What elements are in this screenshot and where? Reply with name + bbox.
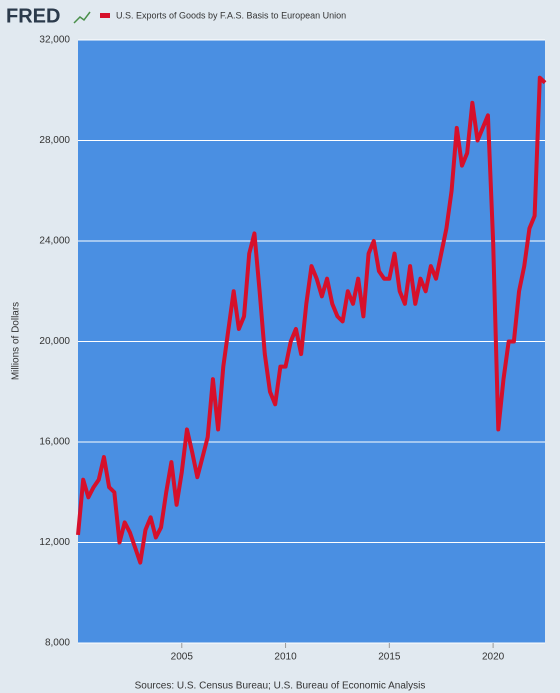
y-tick-label: 16,000 <box>39 437 70 448</box>
y-tick-label: 20,000 <box>39 336 70 347</box>
y-tick-label: 32,000 <box>39 35 70 46</box>
x-tick-label: 2015 <box>378 652 401 663</box>
logo-icon <box>73 11 91 24</box>
y-tick-label: 28,000 <box>39 135 70 146</box>
source-note: Sources: U.S. Census Bureau; U.S. Bureau… <box>135 681 426 692</box>
data-line <box>76 75 547 565</box>
y-axis-label: Millions of Dollars <box>11 302 22 380</box>
y-tick-label: 24,000 <box>39 236 70 247</box>
y-tick-label: 8,000 <box>45 638 70 649</box>
y-tick-label: 12,000 <box>39 537 70 548</box>
legend-label: U.S. Exports of Goods by F.A.S. Basis to… <box>116 10 346 20</box>
x-tick-label: 2005 <box>171 652 194 663</box>
x-tick-label: 2020 <box>482 652 505 663</box>
legend-swatch <box>100 13 110 18</box>
brand-logo: FRED <box>6 5 60 27</box>
x-tick-label: 2010 <box>274 652 297 663</box>
